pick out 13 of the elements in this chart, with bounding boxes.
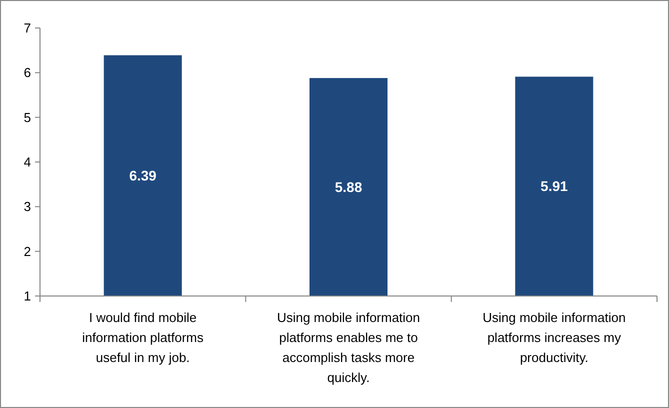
y-tick-label: 1 [24, 288, 31, 304]
y-tick-label: 7 [24, 20, 31, 36]
data-label: 5.91 [540, 178, 568, 194]
y-tick-label: 5 [24, 110, 31, 125]
data-label: 5.88 [334, 178, 362, 195]
y-tick-label: 4 [24, 154, 31, 170]
x-tick-label: Using mobile information platforms increases my productivity. [482, 310, 626, 365]
x-tick-label: I would find mobile information platforms useful in my job. [82, 310, 204, 365]
data-label: 6.39 [129, 168, 157, 184]
y-tick-label: 6 [24, 65, 31, 80]
y-tick-label: 2 [24, 244, 31, 259]
x-tick-label: Using mobile information platforms enables me to accomplish tasks more quickly. [276, 310, 420, 385]
y-tick-label: 3 [24, 199, 31, 214]
